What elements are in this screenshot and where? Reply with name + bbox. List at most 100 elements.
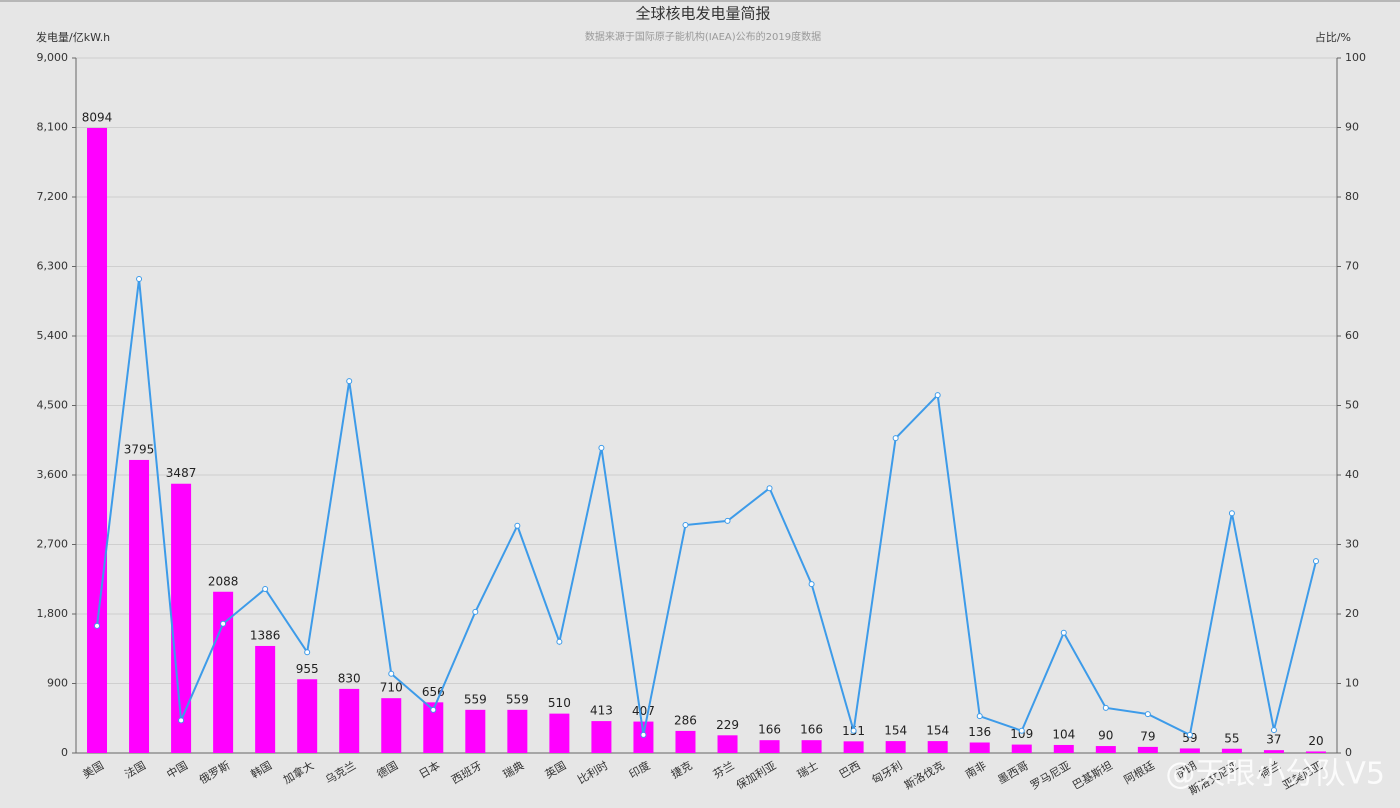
y2-tick-label: 60 [1345,329,1359,342]
value-label: 59 [1182,731,1197,745]
x-tick-label: 捷克 [668,758,694,781]
line-point [304,649,311,656]
bar [927,741,948,753]
line-point [850,727,857,734]
bar [801,740,822,753]
value-label: 37 [1266,733,1281,747]
line-point [892,435,899,442]
y-tick-label: 5,400 [37,329,69,342]
y-axis-title: 发电量/亿kW.h [36,30,110,44]
value-label: 710 [380,681,403,695]
value-label: 136 [968,725,991,739]
x-tick-label: 匈牙利 [869,758,905,787]
value-label: 8094 [82,110,113,124]
x-tick-label: 俄罗斯 [197,759,232,787]
line-point [1018,727,1025,734]
bar [759,740,780,753]
y-tick-label: 9,000 [37,51,69,64]
x-tick-label: 西班牙 [449,759,484,787]
line-point [220,620,227,627]
y2-tick-label: 90 [1345,121,1359,134]
value-label: 830 [338,671,361,685]
bar [885,741,906,753]
bar [423,702,444,753]
x-tick-label: 巴西 [837,759,863,781]
watermark: @天眼小分队V5 [1165,757,1385,792]
value-label: 559 [506,692,529,706]
bar [1179,748,1200,753]
value-label: 79 [1140,729,1155,743]
x-tick-label: 德国 [374,758,400,781]
y2-tick-label: 10 [1345,677,1359,690]
line-point [472,608,479,615]
line-point [598,444,605,451]
line-point [934,392,941,399]
line-point [766,485,773,492]
value-label: 1386 [250,628,281,642]
y-tick-label: 4,500 [37,399,69,412]
x-tick-label: 美国 [80,759,106,781]
value-label: 154 [884,724,907,738]
value-label: 3487 [166,466,197,480]
x-tick-label: 南非 [963,759,989,781]
line-point [388,670,395,677]
bar [717,735,738,753]
bar [87,127,108,754]
value-label: 90 [1098,729,1113,743]
y-tick-label: 0 [61,746,68,759]
x-tick-label: 英国 [542,758,568,781]
value-label: 413 [590,704,613,718]
x-tick-label: 阿根廷 [1121,758,1157,787]
value-label: 166 [800,723,823,737]
line-point [724,517,731,524]
y2-tick-label: 40 [1345,468,1359,481]
bar [1263,750,1284,753]
y-tick-label: 1,800 [37,607,69,620]
y2-tick-label: 70 [1345,260,1359,273]
bar [549,713,570,753]
bar [1137,746,1158,753]
y2-axis-title: 占比/% [1315,30,1351,44]
value-label: 104 [1052,727,1075,741]
y2-tick-label: 80 [1345,190,1359,203]
line [96,278,1317,737]
line-point [1228,510,1235,517]
y2-tick-label: 20 [1345,607,1359,620]
x-tick-label: 墨西哥 [996,759,1031,787]
y2-tick-label: 30 [1345,538,1359,551]
chart-title: 全球核电发电量简报 [635,5,770,23]
line-point [1312,558,1319,565]
value-label: 955 [296,662,319,676]
line-point [808,581,815,588]
x-tick-label: 保加利亚 [733,758,778,792]
line-point [514,522,521,529]
bar [969,742,990,753]
bar [381,698,402,753]
value-label: 154 [926,724,949,738]
line-point [976,713,983,720]
line-point [136,276,143,283]
x-tick-label: 瑞士 [795,758,821,781]
line-point [430,706,437,713]
line-point [1102,704,1109,711]
y2-tick-label: 0 [1345,746,1352,759]
x-tick-label: 中国 [165,759,191,781]
bar [1053,744,1074,753]
x-tick-label: 瑞典 [500,758,526,781]
line-point [94,622,101,629]
bar [339,688,360,753]
bar [171,483,192,753]
y-tick-label: 7,200 [37,190,69,203]
y-tick-label: 2,700 [37,538,69,551]
bar [1095,746,1116,753]
line-point [1144,711,1151,718]
line-point [556,638,563,645]
y-tick-label: 8,100 [37,121,69,134]
value-label: 286 [674,713,697,727]
bar [507,709,528,753]
y2-tick-label: 100 [1345,51,1366,64]
x-tick-label: 日本 [416,758,442,781]
chart-subtitle: 数据来源于国际原子能机构(IAEA)公布的2019度数据 [585,30,821,43]
